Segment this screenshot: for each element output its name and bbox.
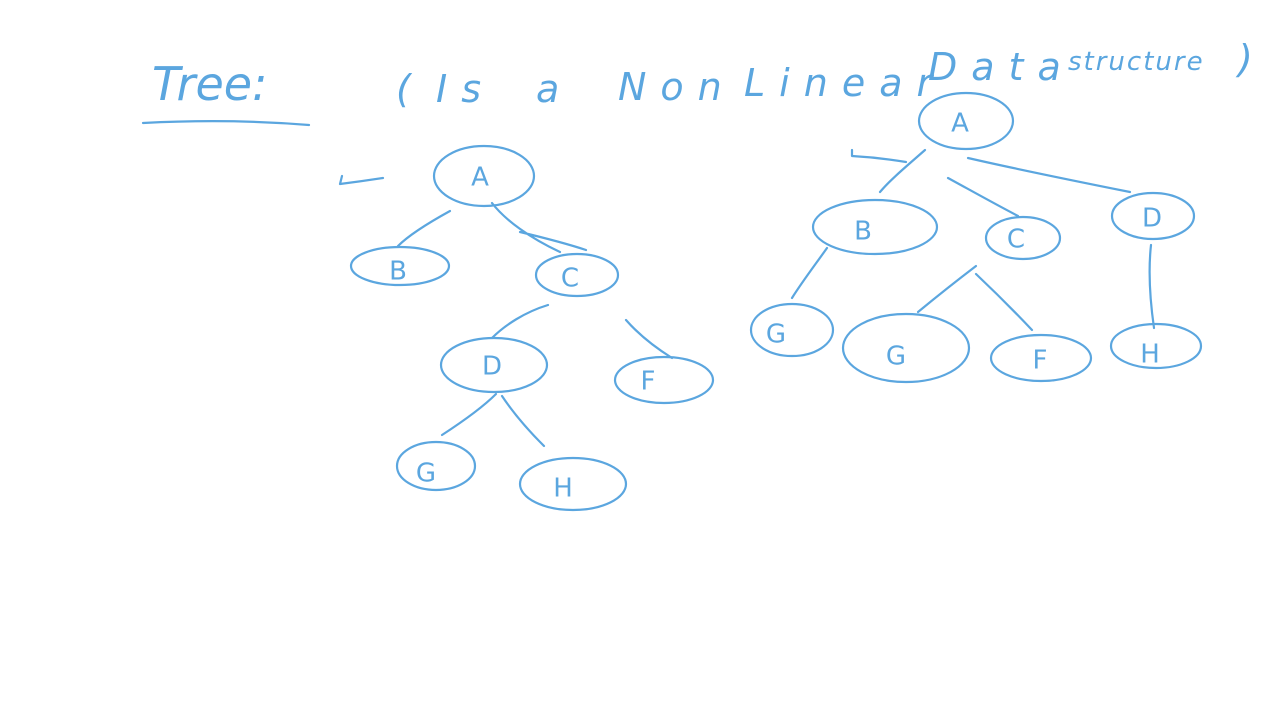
left-edge-a-b xyxy=(396,209,452,248)
right-edge-a-d xyxy=(966,156,1132,194)
right-node-d: D xyxy=(1110,191,1196,241)
right-node-h: H xyxy=(1109,322,1203,370)
title-underline xyxy=(141,120,311,127)
subtitle-word-structure: structure xyxy=(1068,47,1205,77)
left-edge-c-d xyxy=(490,303,550,340)
title-text: Tree: xyxy=(152,57,268,111)
left-tree: A B C D F G H xyxy=(338,144,715,512)
right-edge-b-g1 xyxy=(790,246,829,300)
right-node-c: C xyxy=(984,215,1062,261)
left-tree-pointer-mark xyxy=(338,174,385,186)
right-node-b: B xyxy=(811,198,939,256)
left-node-c: C xyxy=(534,252,620,298)
subtitle-word-is: Is xyxy=(436,67,495,111)
left-node-d: D xyxy=(439,336,549,394)
left-node-d-label: D xyxy=(482,352,502,382)
right-node-g1: G xyxy=(749,302,835,358)
left-node-f: F xyxy=(613,355,715,405)
subtitle-group: ( Is a Non Linear Data structure ) xyxy=(396,37,1267,111)
right-node-b-label: B xyxy=(854,217,872,247)
right-node-a-label: A xyxy=(951,109,969,139)
right-tree: A B C D G G F H xyxy=(749,91,1203,384)
right-node-g1-label: G xyxy=(766,320,786,350)
left-node-b-label: B xyxy=(389,257,407,287)
right-node-h-label: H xyxy=(1140,340,1160,370)
right-edge-c-f xyxy=(974,272,1034,332)
subtitle-word-linear: Linear xyxy=(744,61,946,105)
right-node-f-label: F xyxy=(1033,346,1048,376)
left-node-g-label: G xyxy=(416,459,436,489)
subtitle-word-non: Non xyxy=(618,65,736,109)
left-node-a: A xyxy=(432,144,536,208)
left-node-h: H xyxy=(518,456,628,512)
left-node-h-label: H xyxy=(553,474,573,504)
subtitle-word-data: Data xyxy=(928,45,1075,89)
right-edge-d-h xyxy=(1148,243,1156,330)
left-node-g: G xyxy=(395,440,477,492)
right-edge-c-g2 xyxy=(916,264,978,314)
right-node-c-label: C xyxy=(1007,225,1025,255)
left-node-a-label: A xyxy=(471,163,489,193)
left-node-b: B xyxy=(349,245,451,287)
left-edge-d-g xyxy=(440,392,498,437)
right-node-a: A xyxy=(917,91,1015,151)
right-node-g2-label: G xyxy=(886,342,906,372)
right-edge-a-c xyxy=(946,176,1020,218)
right-edge-a-b xyxy=(878,148,927,194)
left-node-c-label: C xyxy=(561,264,579,294)
left-edge-a-c xyxy=(490,201,588,254)
subtitle-word-a: a xyxy=(536,67,573,111)
left-node-f-label: F xyxy=(641,367,656,397)
subtitle-open-paren: ( xyxy=(396,67,425,111)
title-group: Tree: xyxy=(141,57,311,127)
right-node-f: F xyxy=(989,333,1093,383)
right-tree-pointer-mark xyxy=(850,148,908,164)
subtitle-close-paren: ) xyxy=(1235,37,1267,81)
right-node-d-label: D xyxy=(1142,204,1162,234)
right-node-g2: G xyxy=(841,312,971,384)
left-edge-c-f xyxy=(624,318,674,360)
left-edge-d-h xyxy=(500,394,546,448)
